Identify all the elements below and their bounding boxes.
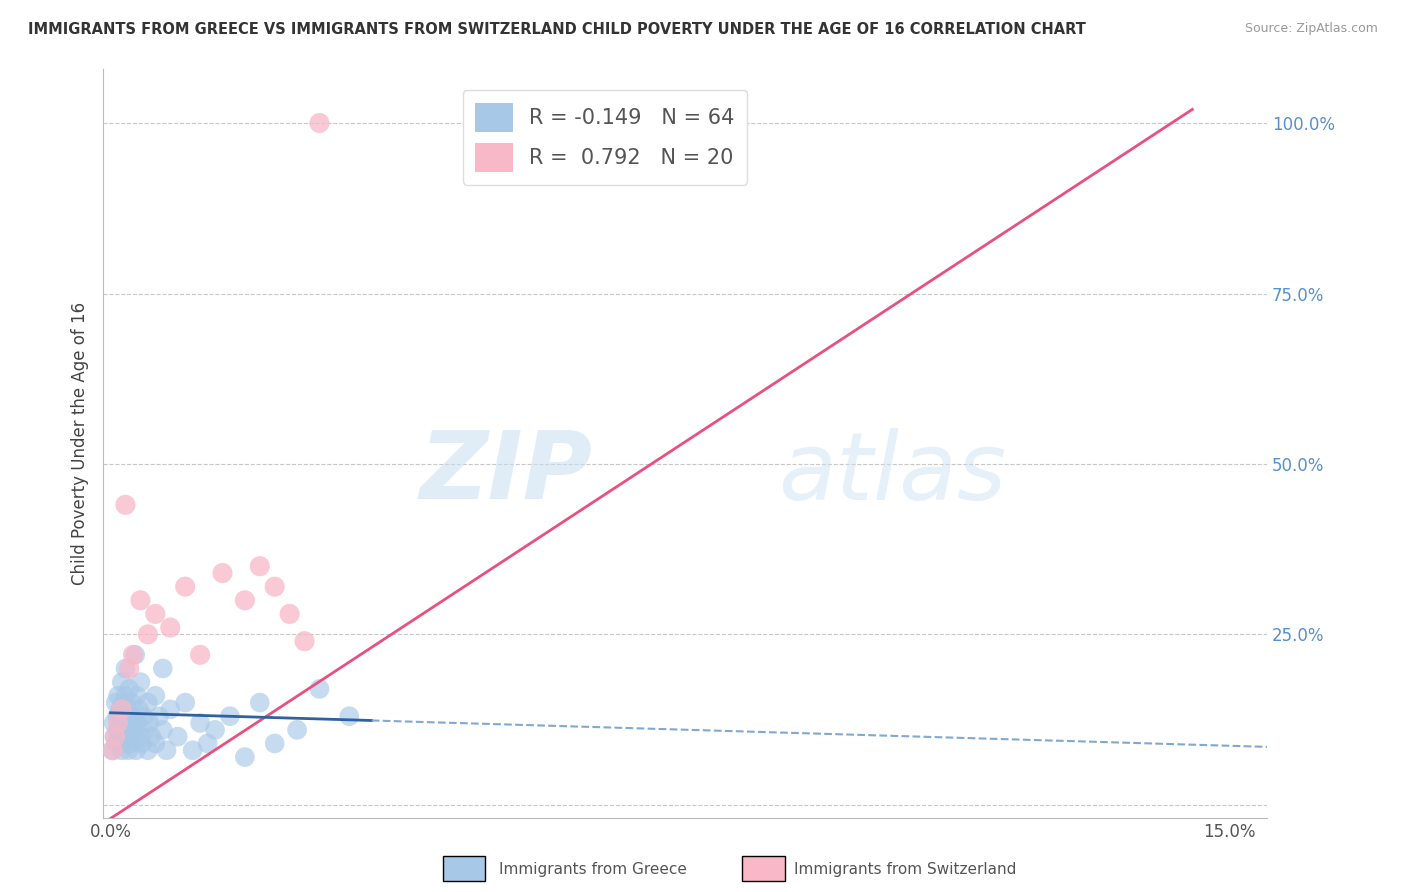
Point bbox=[278, 607, 301, 621]
Point bbox=[105, 736, 128, 750]
Point bbox=[159, 621, 181, 635]
Point bbox=[101, 743, 124, 757]
Point bbox=[118, 661, 141, 675]
Point bbox=[155, 743, 177, 757]
Point bbox=[112, 736, 135, 750]
Point bbox=[125, 743, 148, 757]
Point bbox=[285, 723, 308, 737]
Point bbox=[233, 593, 256, 607]
Point bbox=[114, 723, 136, 737]
Point bbox=[249, 696, 271, 710]
Point bbox=[308, 116, 330, 130]
Point bbox=[111, 743, 134, 757]
Point bbox=[122, 648, 145, 662]
Point bbox=[129, 593, 152, 607]
Point bbox=[120, 736, 142, 750]
Point bbox=[115, 730, 138, 744]
Point bbox=[129, 675, 152, 690]
Point bbox=[143, 607, 166, 621]
Point bbox=[101, 743, 124, 757]
Point bbox=[233, 750, 256, 764]
Point bbox=[204, 723, 226, 737]
Point bbox=[107, 689, 129, 703]
Point bbox=[131, 736, 153, 750]
Point bbox=[249, 559, 271, 574]
Point bbox=[134, 723, 156, 737]
Text: Immigrants from Switzerland: Immigrants from Switzerland bbox=[794, 863, 1017, 877]
Point bbox=[110, 716, 132, 731]
Point bbox=[125, 689, 148, 703]
Point bbox=[117, 743, 139, 757]
Point bbox=[211, 566, 233, 580]
Point bbox=[152, 723, 174, 737]
Point bbox=[107, 716, 129, 731]
Point bbox=[117, 702, 139, 716]
Legend: R = -0.149   N = 64, R =  0.792   N = 20: R = -0.149 N = 64, R = 0.792 N = 20 bbox=[463, 90, 747, 185]
Point bbox=[108, 730, 131, 744]
Text: Source: ZipAtlas.com: Source: ZipAtlas.com bbox=[1244, 22, 1378, 36]
Point bbox=[337, 709, 360, 723]
Point bbox=[114, 498, 136, 512]
Point bbox=[122, 723, 145, 737]
Point bbox=[132, 709, 155, 723]
Point bbox=[104, 730, 127, 744]
Point bbox=[104, 696, 127, 710]
Point bbox=[181, 743, 204, 757]
Point bbox=[107, 723, 129, 737]
Point bbox=[121, 696, 143, 710]
Point bbox=[263, 736, 285, 750]
Point bbox=[188, 648, 211, 662]
Point bbox=[143, 736, 166, 750]
Point bbox=[143, 689, 166, 703]
Point bbox=[103, 730, 125, 744]
Point bbox=[188, 716, 211, 731]
Point bbox=[114, 709, 136, 723]
Point bbox=[174, 696, 197, 710]
Point bbox=[152, 661, 174, 675]
Point bbox=[308, 681, 330, 696]
Point bbox=[294, 634, 316, 648]
Point bbox=[263, 580, 285, 594]
Point bbox=[105, 709, 128, 723]
Text: ZIP: ZIP bbox=[419, 427, 592, 519]
Point bbox=[136, 696, 159, 710]
Point bbox=[114, 661, 136, 675]
Point bbox=[148, 709, 170, 723]
Point bbox=[174, 580, 197, 594]
Point bbox=[128, 702, 150, 716]
Text: IMMIGRANTS FROM GREECE VS IMMIGRANTS FROM SWITZERLAND CHILD POVERTY UNDER THE AG: IMMIGRANTS FROM GREECE VS IMMIGRANTS FRO… bbox=[28, 22, 1085, 37]
Point bbox=[111, 702, 134, 716]
Point bbox=[124, 648, 146, 662]
Point bbox=[136, 627, 159, 641]
Point bbox=[118, 716, 141, 731]
Point bbox=[159, 702, 181, 716]
Text: Immigrants from Greece: Immigrants from Greece bbox=[499, 863, 688, 877]
Text: atlas: atlas bbox=[778, 428, 1007, 519]
Point bbox=[110, 702, 132, 716]
Y-axis label: Child Poverty Under the Age of 16: Child Poverty Under the Age of 16 bbox=[72, 301, 89, 585]
Point bbox=[111, 675, 134, 690]
Point bbox=[122, 709, 145, 723]
Point bbox=[118, 681, 141, 696]
Point bbox=[136, 743, 159, 757]
Point bbox=[138, 716, 160, 731]
Point bbox=[219, 709, 242, 723]
Point bbox=[166, 730, 188, 744]
Point bbox=[124, 730, 146, 744]
Point bbox=[129, 730, 152, 744]
Point bbox=[112, 696, 135, 710]
Point bbox=[111, 730, 134, 744]
Point bbox=[197, 736, 219, 750]
Point bbox=[114, 689, 136, 703]
Point bbox=[127, 716, 149, 731]
Point bbox=[141, 730, 163, 744]
Point bbox=[103, 716, 125, 731]
